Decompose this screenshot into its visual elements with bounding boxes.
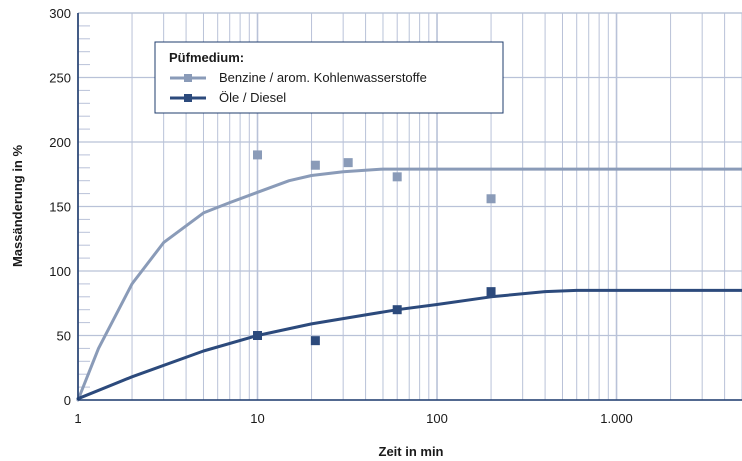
data-point-1-0 (253, 331, 263, 340)
legend-label-oele: Öle / Diesel (219, 90, 286, 105)
series-markers (253, 150, 496, 346)
data-point-0-4 (486, 194, 496, 204)
y-tick-label: 250 (49, 71, 71, 86)
legend-swatch-marker-benzine (184, 74, 192, 82)
series-line-0 (76, 167, 742, 402)
plot-frame (77, 12, 742, 401)
data-point-1-3 (486, 287, 496, 297)
x-axis-title: Zeit in min (379, 444, 444, 459)
data-point-0-3 (392, 172, 402, 182)
x-tick-label: 1.000 (600, 411, 633, 426)
series-line-1 (76, 288, 742, 401)
legend-box (154, 41, 504, 114)
data-point-0-2 (343, 158, 353, 168)
tick-labels: 0 50 100 150 200 250 300 1 10 100 1.000 (49, 6, 633, 426)
y-tick-label: 200 (49, 135, 71, 150)
y-tick-label: 150 (49, 200, 71, 215)
data-point-0-0 (253, 150, 263, 160)
legend: Püfmedium: Benzine / arom. Kohlenwassers… (154, 41, 504, 114)
legend-label-benzine: Benzine / arom. Kohlenwasserstoffe (219, 70, 427, 85)
x-tick-label: 100 (426, 411, 448, 426)
y-tick-label: 100 (49, 264, 71, 279)
data-point-1-2 (392, 305, 402, 315)
y-tick-label: 0 (64, 393, 71, 408)
y-tick-label: 50 (57, 329, 71, 344)
x-tick-label: 1 (74, 411, 81, 426)
x-tick-label: 10 (250, 411, 264, 426)
y-tick-label: 300 (49, 6, 71, 21)
data-point-1-1 (310, 336, 320, 346)
y-axis-title: Massänderung in % (10, 145, 25, 268)
legend-swatch-marker-oele (184, 94, 192, 102)
data-point-0-1 (310, 160, 320, 170)
legend-title: Püfmedium: (169, 50, 244, 65)
series-curves (76, 167, 742, 402)
